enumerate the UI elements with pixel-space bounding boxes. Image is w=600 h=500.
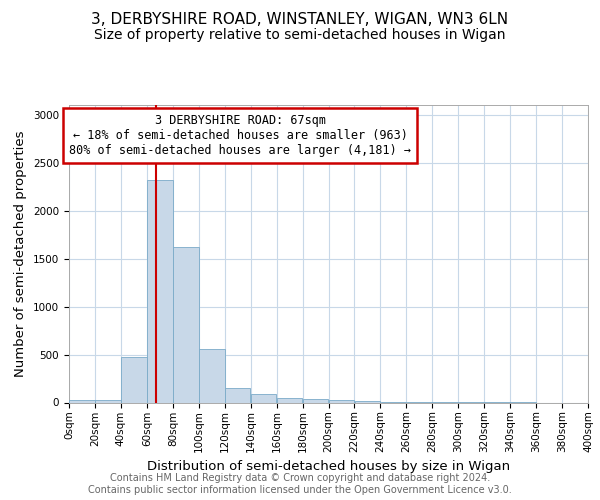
Bar — [251, 394, 277, 402]
Text: Size of property relative to semi-detached houses in Wigan: Size of property relative to semi-detach… — [94, 28, 506, 42]
Bar — [121, 358, 146, 403]
Y-axis label: Number of semi-detached properties: Number of semi-detached properties — [14, 130, 28, 377]
Text: 3, DERBYSHIRE ROAD, WINSTANLEY, WIGAN, WN3 6LN: 3, DERBYSHIRE ROAD, WINSTANLEY, WIGAN, W… — [91, 12, 509, 28]
Bar — [303, 398, 328, 402]
Bar — [147, 180, 173, 402]
Bar — [95, 400, 121, 402]
Text: Contains HM Land Registry data © Crown copyright and database right 2024.
Contai: Contains HM Land Registry data © Crown c… — [88, 474, 512, 495]
Bar — [225, 388, 250, 402]
X-axis label: Distribution of semi-detached houses by size in Wigan: Distribution of semi-detached houses by … — [147, 460, 510, 473]
Bar — [329, 400, 354, 402]
Bar — [173, 247, 199, 402]
Bar — [277, 398, 302, 402]
Bar — [199, 349, 224, 403]
Bar — [69, 400, 95, 402]
Text: 3 DERBYSHIRE ROAD: 67sqm
← 18% of semi-detached houses are smaller (963)
80% of : 3 DERBYSHIRE ROAD: 67sqm ← 18% of semi-d… — [69, 114, 411, 157]
